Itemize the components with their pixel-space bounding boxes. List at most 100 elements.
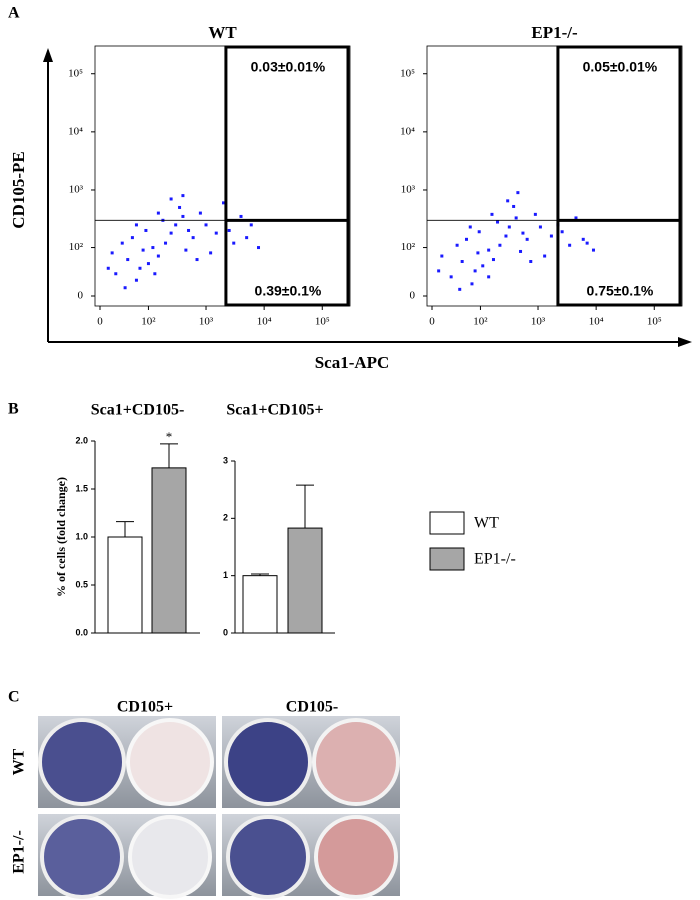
point: [181, 194, 185, 198]
point: [481, 264, 485, 268]
point: [198, 211, 202, 215]
point: [141, 248, 145, 252]
point: [581, 237, 585, 241]
point: [110, 251, 114, 255]
point: [585, 241, 589, 245]
quadrant-label: 0.05±0.01%: [583, 59, 658, 75]
point: [151, 246, 155, 250]
arrow-head: [43, 48, 53, 62]
legend-swatch: [429, 511, 465, 535]
point: [123, 286, 127, 290]
point: [164, 241, 168, 245]
y-tick-label: 2: [223, 513, 228, 523]
point: [437, 269, 441, 273]
point: [257, 246, 261, 250]
chart-title: EP1-/-: [531, 23, 578, 42]
point: [156, 211, 160, 215]
point: [187, 228, 191, 232]
point: [120, 241, 124, 245]
point: [464, 237, 468, 241]
point: [460, 260, 464, 264]
y-tick-label: 0: [78, 290, 84, 302]
point: [178, 205, 182, 209]
well: [128, 815, 212, 899]
point: [134, 223, 138, 227]
x-tick-label: 10³: [531, 316, 546, 328]
well: [226, 815, 310, 899]
point: [214, 231, 218, 235]
point: [491, 258, 495, 262]
point: [591, 248, 595, 252]
quadrant-label: 0.39±0.1%: [255, 283, 322, 299]
point: [174, 223, 178, 227]
point: [232, 241, 236, 245]
gate: [224, 45, 350, 307]
point: [498, 243, 502, 247]
chart-title: WT: [208, 23, 237, 42]
well: [314, 815, 398, 899]
point: [504, 234, 508, 238]
bar: [107, 536, 143, 634]
point: [458, 287, 462, 291]
x-tick-label: 10²: [473, 316, 488, 328]
bar: [287, 527, 323, 634]
point: [209, 251, 213, 255]
arrow-head: [678, 337, 692, 347]
point: [222, 201, 226, 205]
point: [169, 231, 173, 235]
x-tick-label: 10³: [199, 316, 214, 328]
chart-title: Sca1+CD105-: [91, 402, 185, 419]
well: [312, 718, 400, 806]
point: [138, 266, 142, 270]
point: [543, 254, 547, 258]
point: [239, 214, 243, 218]
point: [519, 249, 523, 253]
panel-label: C: [8, 689, 20, 706]
point: [144, 228, 148, 232]
y-tick-label: 0: [410, 290, 416, 302]
well: [126, 718, 214, 806]
well: [38, 718, 126, 806]
annotation: *: [166, 429, 173, 444]
point: [533, 212, 537, 216]
point: [134, 278, 138, 282]
point: [249, 223, 253, 227]
point: [195, 258, 199, 262]
panel-label: B: [8, 401, 19, 418]
y-tick-label: 1: [223, 570, 228, 580]
point: [521, 231, 525, 235]
plot-frame: [94, 45, 351, 307]
x-tick-label: 10⁵: [315, 316, 330, 328]
point: [184, 248, 188, 252]
y-tick-label: 1.0: [75, 531, 88, 541]
y-tick-label: 10³: [69, 184, 84, 196]
point: [126, 258, 130, 262]
point: [153, 272, 157, 276]
point: [191, 236, 195, 240]
y-tick-label: 10²: [69, 241, 84, 253]
legend-swatch: [429, 547, 465, 571]
point: [514, 216, 518, 220]
y-tick-label: 3: [223, 455, 228, 465]
plot-frame: [426, 45, 683, 307]
point: [507, 225, 511, 229]
point: [490, 212, 494, 216]
point: [156, 254, 160, 258]
point: [525, 237, 529, 241]
x-tick-label: 10⁵: [647, 316, 662, 328]
y-tick-label: 0.5: [75, 579, 88, 589]
y-tick-label: 10⁴: [400, 125, 415, 137]
point: [449, 275, 453, 279]
x-tick-label: 10²: [141, 316, 156, 328]
point: [204, 223, 208, 227]
point: [512, 204, 516, 208]
point: [538, 225, 542, 229]
y-tick-label: 10²: [401, 241, 416, 253]
point: [227, 228, 231, 232]
y-tick-label: 10³: [401, 184, 416, 196]
y-tick-label: 0: [223, 627, 228, 637]
y-axis-label: CD105-PE: [9, 151, 28, 228]
point: [114, 272, 118, 276]
legend-label: WT: [474, 515, 499, 532]
